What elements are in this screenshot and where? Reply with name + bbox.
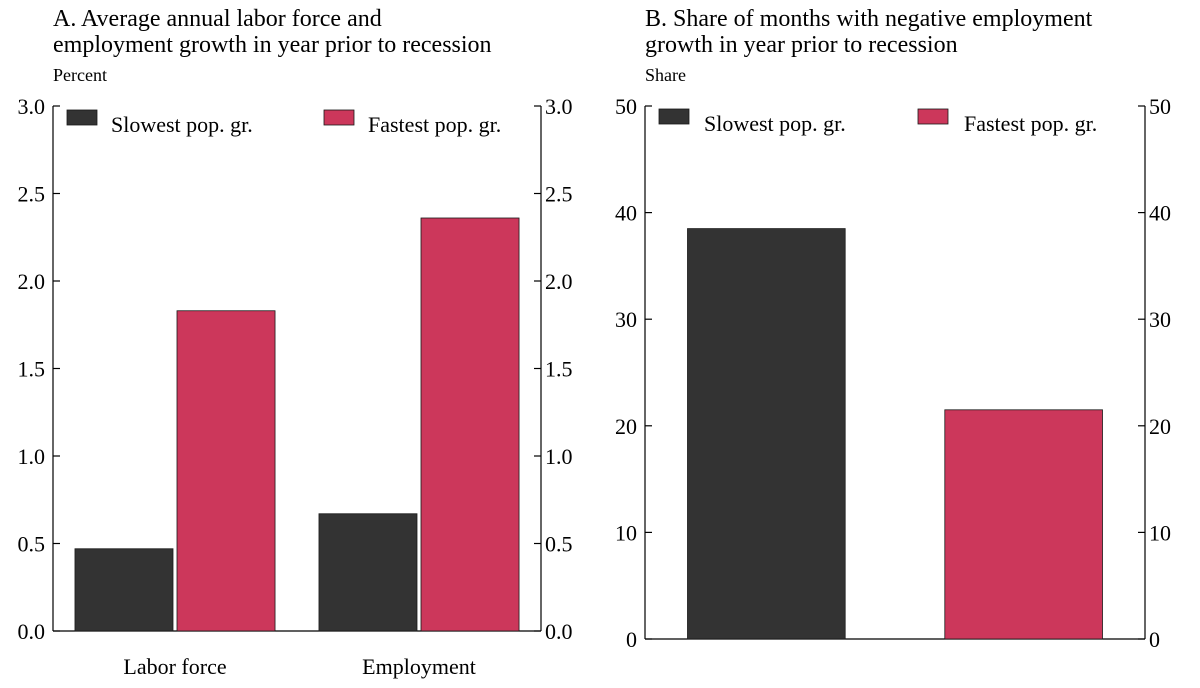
panel-a-legend-swatch [323,109,355,126]
panel-a-ytick-label-right: 2.0 [545,269,573,294]
panel-a-category-label: Employment [362,654,476,679]
panel-b-legend-swatch [917,108,949,125]
panel-a-title-line-1: A. Average annual labor force and [53,6,382,32]
panel-a-bar [318,513,418,632]
panel-a-ytick-label-right: 3.0 [545,94,573,119]
panel-a-ytick-label-right: 2.5 [545,182,573,207]
panel-a-ytick-label-right: 0.5 [545,532,573,557]
panel-b-ytick-label-right: 20 [1149,414,1171,439]
panel-a-bar [74,548,174,632]
panel-b-ytick-label-left: 10 [615,520,637,545]
panel-a-ytick-label-right: 1.0 [545,444,573,469]
panel-a-ytick-label-right: 1.5 [545,357,573,382]
panel-a-bar [176,310,276,632]
panel-b-bar [687,228,846,640]
panel-b-ytick-label-left: 30 [615,307,637,332]
panel-b-legend-label: Slowest pop. gr. [704,111,846,136]
panel-b-title-line-2: growth in year prior to recession [645,32,958,58]
panel-a-plot: 0.0 0.0 0.5 0.5 1.0 1.0 1.5 1.5 2.0 2.0 2.5 2.5 3.0 3… [18,94,573,679]
panel-b-ytick-label-left: 0 [626,627,637,652]
panel-a-ytick-label-left: 1.5 [18,357,46,382]
panel-a-legend-label: Slowest pop. gr. [111,112,253,137]
panel-a-legend-label: Fastest pop. gr. [368,112,501,137]
panel-b: B. Share of months with negative employm… [615,6,1171,652]
panel-b-legend-swatch [658,108,690,125]
panel-b-bar [944,409,1103,640]
panel-a-title-line-2: employment growth in year prior to reces… [53,32,492,58]
panel-a-ytick-label-left: 1.0 [18,444,46,469]
panel-a: A. Average annual labor force and employ… [18,6,573,679]
panel-b-plot: 0 0 10 10 20 20 30 30 40 40 50 50 Slowest pop. gr. Fa… [615,94,1171,652]
panel-b-ytick-label-right: 30 [1149,307,1171,332]
panel-a-ytick-label-left: 3.0 [18,94,46,119]
panel-b-legend-label: Fastest pop. gr. [964,111,1097,136]
panel-a-ytick-label-left: 0.0 [18,619,46,644]
panel-b-ytick-label-left: 40 [615,201,637,226]
panel-b-ytick-label-right: 40 [1149,201,1171,226]
panel-b-ytick-label-right: 0 [1149,627,1160,652]
panel-b-ytick-label-right: 10 [1149,520,1171,545]
panel-b-title-line-1: B. Share of months with negative employm… [645,6,1093,32]
panel-a-legend-swatch [66,109,98,126]
panel-a-ytick-label-left: 2.5 [18,182,46,207]
panel-b-ytick-label-left: 20 [615,414,637,439]
panel-a-bar [420,217,520,632]
panel-a-ytick-label-left: 0.5 [18,532,46,557]
panel-a-category-label: Labor force [123,654,226,679]
panel-a-ytick-label-right: 0.0 [545,619,573,644]
panel-a-unit-label: Percent [53,65,107,85]
panel-b-ytick-label-left: 50 [615,94,637,119]
panel-a-ytick-label-left: 2.0 [18,269,46,294]
panel-b-unit-label: Share [645,65,686,85]
panel-b-ytick-label-right: 50 [1149,94,1171,119]
